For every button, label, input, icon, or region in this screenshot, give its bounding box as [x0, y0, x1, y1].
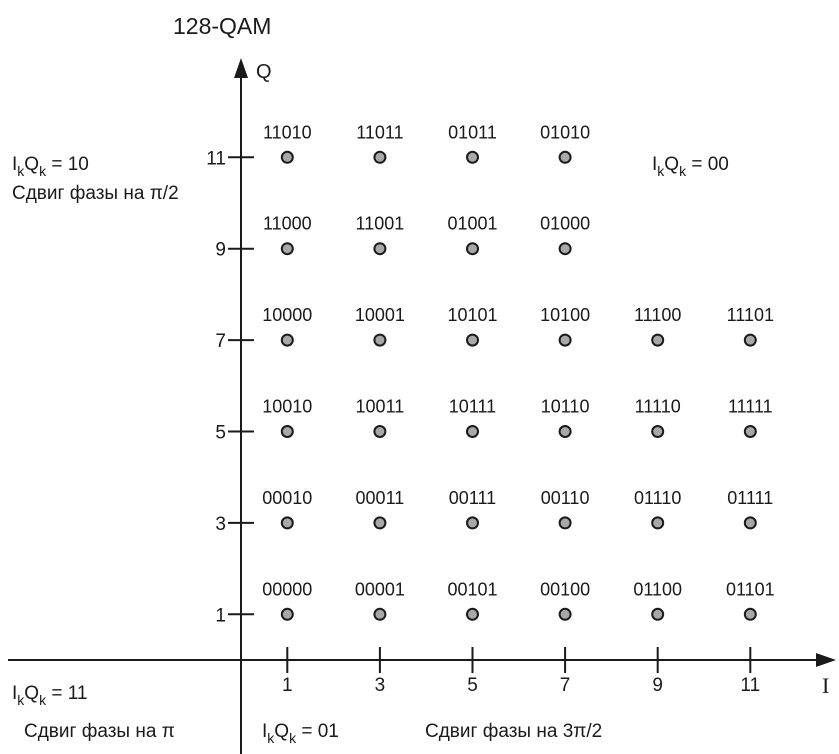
constellation-point — [466, 607, 479, 621]
phase-shift-label-11: Сдвиг фазы на π — [24, 721, 175, 742]
constellation-point — [558, 516, 572, 530]
x-tick-label: 3 — [375, 675, 386, 696]
y-tick-label: 7 — [215, 331, 226, 352]
point-bit-label: 11010 — [263, 122, 312, 142]
constellation-point — [743, 516, 757, 530]
constellation-point — [280, 242, 294, 256]
point-bit-label: 10011 — [356, 397, 405, 417]
constellation-point — [743, 607, 757, 621]
constellation-point — [466, 333, 479, 347]
constellation-point — [558, 150, 572, 164]
constellation-point — [373, 516, 387, 530]
point-bit-label: 11001 — [356, 214, 405, 234]
q-axis-arrow — [234, 58, 248, 78]
constellation-point — [280, 333, 294, 347]
quadrant-label-11: IkQk = 11 — [12, 683, 87, 708]
constellation-point — [651, 607, 665, 621]
x-tick-label: 11 — [740, 675, 760, 696]
constellation-point — [651, 425, 665, 438]
point-bit-label: 10110 — [541, 397, 590, 417]
constellation-point — [373, 242, 387, 256]
constellation-point — [558, 242, 572, 256]
constellation-point — [651, 333, 665, 347]
y-tick-label: 9 — [215, 240, 226, 261]
y-tick-label: 1 — [215, 605, 226, 626]
point-bit-label: 11100 — [634, 305, 681, 325]
point-bit-label: 01101 — [726, 579, 775, 599]
point-bit-label: 11110 — [635, 397, 681, 417]
constellation-point — [466, 242, 479, 256]
constellation-point — [373, 150, 387, 164]
point-bit-label: 11111 — [728, 397, 773, 417]
constellation-point — [373, 425, 387, 438]
x-tick-label: 7 — [560, 675, 571, 696]
point-bit-label: 00101 — [447, 579, 497, 599]
y-tick-label: 5 — [215, 423, 226, 444]
constellation-point — [466, 150, 479, 164]
point-bit-label: 01011 — [448, 122, 497, 142]
point-bit-label: 01100 — [633, 579, 682, 599]
x-tick-label: 5 — [467, 675, 478, 696]
constellation-point — [466, 516, 479, 530]
point-bit-label: 10001 — [355, 305, 405, 325]
x-tick-label: 9 — [652, 675, 663, 696]
constellation-points: 11010 11011 01011 01010 11000 11001 01001 01000… — [262, 122, 775, 621]
point-bit-label: 01001 — [447, 214, 497, 234]
quadrant-label-00: IkQk = 00 — [652, 154, 729, 179]
i-axis-arrow — [816, 653, 836, 667]
point-bit-label: 01000 — [540, 214, 590, 234]
point-bit-label: 00000 — [262, 579, 312, 599]
point-bit-label: 11011 — [356, 122, 403, 142]
point-bit-label: 00011 — [356, 488, 405, 508]
point-bit-label: 00001 — [355, 579, 405, 599]
i-axis-label: I — [822, 673, 829, 698]
point-bit-label: 01010 — [540, 122, 590, 142]
phase-shift-label-01: Сдвиг фазы на 3π/2 — [425, 721, 602, 742]
point-bit-label: 01111 — [727, 488, 773, 508]
x-tick-label: 1 — [282, 675, 293, 696]
point-bit-label: 10111 — [449, 397, 496, 417]
constellation-point — [280, 150, 294, 164]
quadrant-label-01: IkQk = 01 — [262, 721, 339, 746]
constellation-point — [280, 425, 294, 438]
constellation-point — [373, 607, 387, 621]
constellation-point — [558, 607, 572, 621]
y-tick-label: 11 — [206, 148, 226, 169]
constellation-point — [280, 516, 294, 530]
point-bit-label: 10100 — [540, 305, 590, 325]
diagram-title: 128-QAM — [173, 13, 271, 39]
y-tick-label: 3 — [215, 514, 226, 535]
point-bit-label: 00010 — [262, 488, 312, 508]
constellation-point — [558, 333, 572, 347]
point-bit-label: 10000 — [262, 305, 312, 325]
constellation-point — [466, 425, 479, 438]
point-bit-label: 00110 — [541, 488, 590, 508]
point-bit-label: 11000 — [263, 214, 312, 234]
constellation-point — [280, 607, 294, 621]
constellation-point — [558, 425, 572, 438]
point-bit-label: 10101 — [447, 305, 497, 325]
constellation-point — [743, 333, 757, 347]
quadrant-label-10: IkQk = 10 — [12, 154, 89, 179]
point-bit-label: 10010 — [262, 397, 312, 417]
point-bit-label: 11101 — [727, 305, 774, 325]
point-bit-label: 01110 — [634, 488, 681, 508]
constellation-point — [373, 333, 387, 347]
point-bit-label: 00100 — [540, 579, 590, 599]
constellation-point — [651, 516, 665, 530]
phase-shift-label-10: Сдвиг фазы на π/2 — [12, 183, 179, 204]
point-bit-label: 00111 — [449, 488, 496, 508]
q-axis-label: Q — [256, 61, 272, 83]
constellation-point — [743, 425, 757, 438]
